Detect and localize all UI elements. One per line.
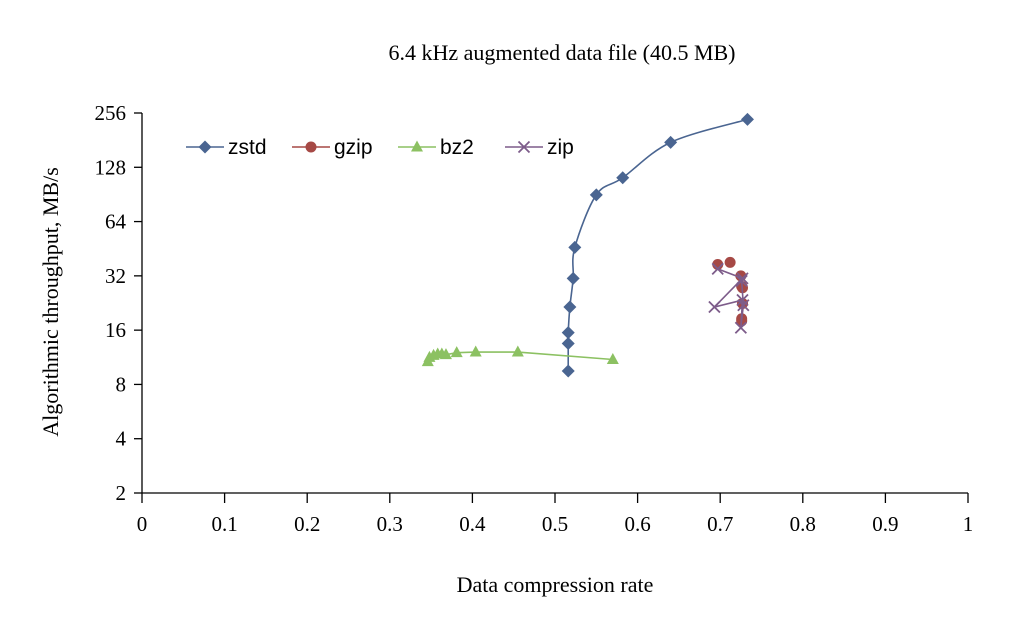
- legend-item-gzip: gzip: [292, 136, 373, 159]
- x-tick-label: 0.6: [624, 512, 650, 536]
- x-tick-label: 0.8: [790, 512, 816, 536]
- chart-title: 6.4 kHz augmented data file (40.5 MB): [388, 40, 735, 65]
- x-tick-label: 1: [963, 512, 974, 536]
- data-point-bz2: [439, 348, 452, 360]
- x-axis-ticks: 0 0.1 0.2 0.3 0.4 0.5 0.6 0.7 0.8 0.9 1: [137, 493, 974, 536]
- data-point-zstd: [589, 188, 603, 202]
- legend-marker-bz2: [411, 140, 423, 152]
- data-point-zstd: [664, 135, 678, 149]
- data-point-zip: [711, 262, 724, 275]
- data-point-gzip: [724, 256, 736, 268]
- legend-label: gzip: [334, 136, 373, 159]
- data-point-zstd: [740, 112, 754, 126]
- y-tick-label: 128: [95, 155, 127, 179]
- data-point-bz2: [450, 346, 463, 358]
- data-point-zstd: [568, 240, 582, 254]
- y-tick-label: 4: [116, 427, 127, 451]
- data-point-zstd: [616, 171, 630, 185]
- series-layer: [421, 112, 754, 378]
- x-tick-label: 0.4: [459, 512, 486, 536]
- x-tick-label: 0.9: [872, 512, 898, 536]
- x-tick-label: 0.7: [707, 512, 733, 536]
- legend-item-zstd: zstd: [186, 136, 267, 159]
- data-point-zip: [735, 274, 748, 288]
- y-tick-label: 256: [95, 101, 127, 125]
- x-tick-label: 0.1: [211, 512, 237, 536]
- data-point-zstd: [563, 300, 577, 314]
- data-point-zip: [734, 321, 747, 334]
- legend-marker-gzip: [305, 141, 317, 153]
- x-axis-label: Data compression rate: [457, 572, 654, 597]
- x-tick-label: 0.3: [377, 512, 403, 536]
- data-point-zstd: [561, 326, 575, 340]
- data-point-zstd: [566, 271, 580, 285]
- y-tick-label: 16: [105, 318, 126, 342]
- data-point-bz2: [511, 345, 524, 357]
- x-tick-label: 0.2: [294, 512, 320, 536]
- data-point-zip: [736, 272, 749, 285]
- series-zstd: [561, 112, 754, 378]
- y-tick-label: 32: [105, 264, 126, 288]
- data-point-zip: [737, 299, 750, 312]
- legend-item-bz2: bz2: [398, 136, 474, 159]
- data-point-bz2: [469, 345, 482, 357]
- legend-label: zip: [547, 136, 574, 159]
- y-tick-label: 64: [105, 210, 127, 234]
- legend: zstd gzip bz2 zip: [186, 136, 574, 159]
- legend-label: zstd: [228, 136, 267, 159]
- y-tick-label: 2: [116, 481, 127, 505]
- y-tick-label: 8: [116, 372, 127, 396]
- data-point-bz2: [606, 352, 619, 364]
- data-point-zstd: [561, 336, 575, 350]
- series-line-zstd: [567, 118, 748, 371]
- legend-item-zip: zip: [505, 136, 574, 159]
- series-bz2: [421, 345, 619, 367]
- x-tick-label: 0.5: [542, 512, 568, 536]
- data-point-zip: [736, 293, 749, 307]
- data-point-zip: [708, 300, 721, 314]
- legend-marker-zstd: [198, 140, 212, 154]
- legend-label: bz2: [440, 136, 474, 159]
- legend-marker-zip: [517, 140, 531, 154]
- series-zip: [708, 262, 750, 334]
- x-tick-label: 0: [137, 512, 148, 536]
- y-axis-label: Algorithmic throughput, MB/s: [38, 167, 63, 437]
- y-axis-ticks: 2 4 8 16 32 64 128 256: [95, 101, 142, 505]
- data-point-zstd: [561, 364, 575, 378]
